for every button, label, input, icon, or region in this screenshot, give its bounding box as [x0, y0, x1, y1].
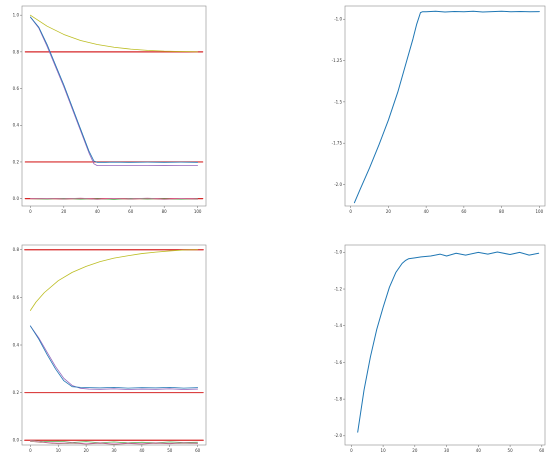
x-tick-label: 80: [499, 209, 505, 214]
x-tick-label: 40: [424, 209, 430, 214]
series-line-6: [30, 441, 198, 445]
x-tick-label: 30: [444, 448, 450, 452]
panel-top-left: 0 20 40 60 80 100 0.0 0.2 0.4 0.6 0.8 1.0: [13, 5, 207, 214]
series-line-7: [30, 439, 198, 444]
y-tick-label: -1.0: [334, 250, 342, 255]
x-tick-label: 30: [111, 448, 117, 452]
y-tick-label: -1.75: [332, 141, 343, 146]
panel-bottom-right: 0 10 20 30 40 50 60 -2.0 -1.8 -1.6 -1.4 -1.2 -1.0: [334, 244, 546, 452]
y-tick-label: 0.2: [13, 159, 20, 164]
series-line-3: [29, 14, 199, 53]
y-tick-label: -1.5: [334, 99, 342, 104]
x-tick-label: 40: [139, 448, 145, 452]
x-tick-label: 40: [95, 209, 101, 214]
x-tick-label: 20: [412, 448, 418, 452]
panel-bottom-left-frame: [21, 244, 207, 446]
x-tick-label: 10: [381, 448, 387, 452]
y-tick-label: 0.8: [13, 49, 20, 54]
x-tick-label: 60: [461, 209, 467, 214]
series-line-4: [29, 325, 199, 390]
panel-bottom-left: 0 10 20 30 40 50 60 0.0 0.2 0.4 0.6 0.8: [13, 244, 207, 452]
series-line-3: [29, 249, 199, 311]
x-tick-label: 10: [56, 448, 62, 452]
y-tick-label: 0.2: [13, 390, 20, 395]
y-tick-label: 0.4: [13, 342, 20, 347]
y-tick-label: -2.0: [334, 182, 342, 187]
y-tick-label: -1.4: [334, 323, 342, 328]
panel-top-right: 0 20 40 60 80 100 -2.0 -1.75 -1.5 -1.25 -1.0: [332, 5, 546, 214]
x-tick-label: 0: [29, 448, 32, 452]
y-tick-label: -1.6: [334, 360, 342, 365]
series-line-0: [353, 10, 540, 204]
x-tick-label: 100: [194, 209, 202, 214]
y-tick-label: -1.25: [332, 58, 343, 63]
series-line-8: [30, 197, 198, 200]
series-line-5: [29, 16, 199, 163]
y-tick-label: 0.0: [13, 438, 20, 443]
x-tick-label: 0: [29, 209, 32, 214]
y-tick-label: 0.4: [13, 123, 20, 128]
y-tick-label: -1.2: [334, 286, 342, 291]
x-tick-label: 60: [539, 448, 545, 452]
x-tick-label: 100: [536, 209, 544, 214]
y-tick-label: -1.8: [334, 397, 342, 402]
panel-top-left-frame: [21, 5, 207, 207]
series-line-4: [29, 16, 199, 167]
x-tick-label: 40: [476, 448, 482, 452]
x-tick-label: 20: [386, 209, 392, 214]
x-tick-label: 0: [349, 209, 352, 214]
x-tick-label: 20: [61, 209, 67, 214]
x-tick-label: 60: [195, 448, 201, 452]
x-tick-label: 80: [162, 209, 168, 214]
y-tick-label: 1.0: [13, 13, 20, 18]
panel-bottom-right-frame: [344, 244, 546, 446]
series-line-8: [30, 439, 198, 445]
x-tick-label: 50: [167, 448, 173, 452]
y-tick-label: -1.0: [334, 17, 342, 22]
y-tick-label: -2.0: [334, 433, 342, 438]
y-tick-label: 0.6: [13, 295, 20, 300]
x-tick-label: 20: [84, 448, 90, 452]
x-tick-label: 60: [128, 209, 134, 214]
y-tick-label: 0.0: [13, 196, 20, 201]
series-line-0: [357, 251, 540, 433]
x-tick-label: 0: [350, 448, 353, 452]
x-tick-label: 50: [508, 448, 514, 452]
series-line-5: [29, 325, 199, 389]
y-tick-label: 0.8: [13, 247, 20, 252]
y-tick-label: 0.6: [13, 86, 20, 91]
panel-top-right-frame: [344, 5, 546, 207]
